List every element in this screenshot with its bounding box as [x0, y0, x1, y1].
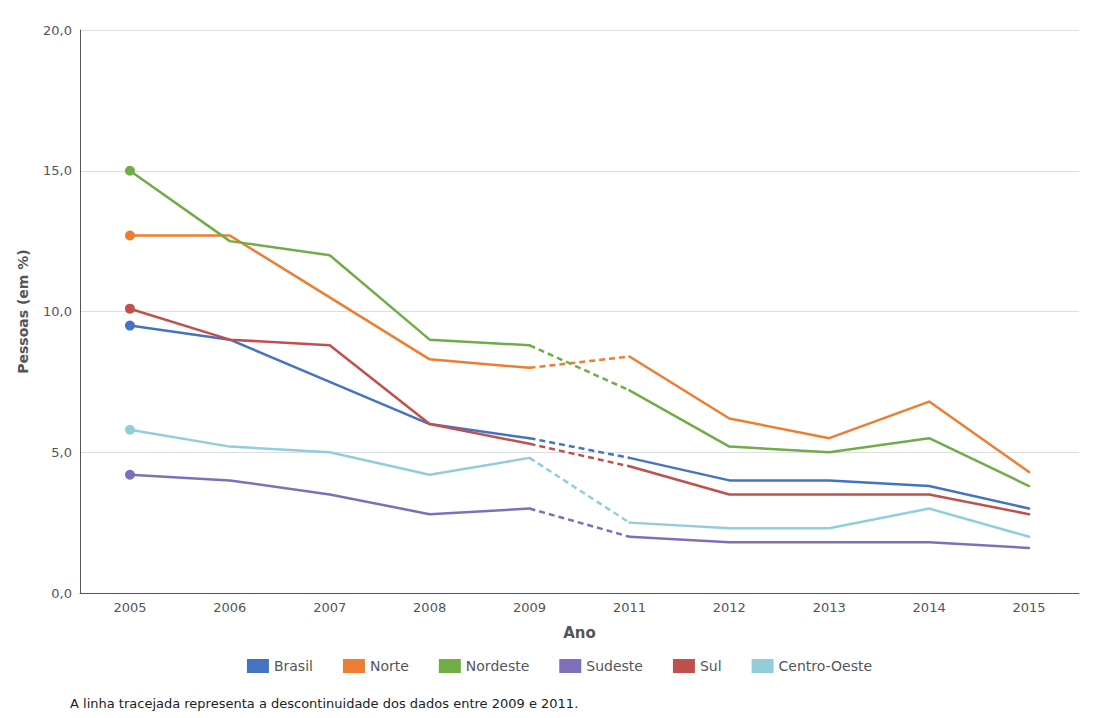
svg-text:20,0: 20,0	[43, 23, 72, 38]
svg-text:10,0: 10,0	[43, 304, 72, 319]
svg-text:0,0: 0,0	[51, 586, 72, 601]
svg-text:2015: 2015	[1013, 600, 1046, 615]
svg-text:2014: 2014	[913, 600, 946, 615]
svg-text:2011: 2011	[613, 600, 646, 615]
svg-text:Pessoas (em %): Pessoas (em %)	[15, 249, 31, 373]
svg-text:Nordeste: Nordeste	[466, 658, 529, 674]
svg-text:2009: 2009	[513, 600, 546, 615]
svg-text:2005: 2005	[113, 600, 146, 615]
svg-text:Norte: Norte	[370, 658, 409, 674]
svg-text:2008: 2008	[413, 600, 446, 615]
svg-text:15,0: 15,0	[43, 163, 72, 178]
svg-text:Sul: Sul	[700, 658, 722, 674]
svg-text:2007: 2007	[313, 600, 346, 615]
svg-text:2012: 2012	[713, 600, 746, 615]
svg-text:2006: 2006	[213, 600, 246, 615]
svg-text:5,0: 5,0	[51, 445, 72, 460]
svg-text:A linha tracejada representa a: A linha tracejada representa a descontin…	[70, 696, 578, 711]
svg-text:Brasil: Brasil	[274, 658, 313, 674]
svg-text:Sudeste: Sudeste	[586, 658, 643, 674]
svg-text:Centro-Oeste: Centro-Oeste	[779, 658, 873, 674]
svg-text:2013: 2013	[813, 600, 846, 615]
svg-text:Ano: Ano	[563, 624, 596, 642]
